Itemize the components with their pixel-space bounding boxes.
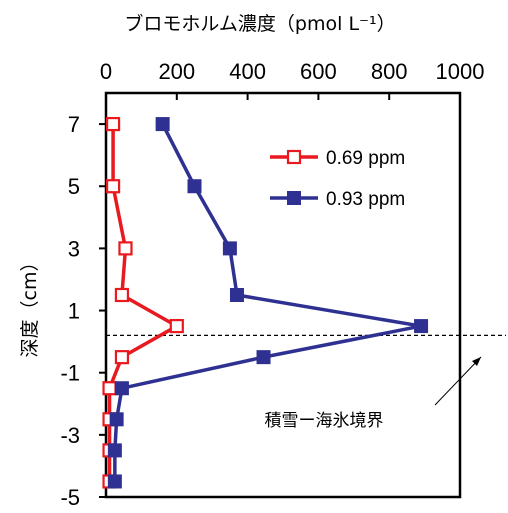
boundary-annotation-label: 積雪ー海氷境界 bbox=[265, 411, 384, 431]
plot-frame bbox=[104, 91, 462, 499]
y-tick-label: -3 bbox=[60, 423, 80, 448]
series-1-point bbox=[105, 116, 121, 132]
series-line-2 bbox=[113, 123, 422, 482]
boundary-annotation-arrow bbox=[434, 356, 482, 406]
series-2-point bbox=[109, 412, 124, 427]
y-tick-label: -1 bbox=[60, 361, 80, 386]
legend-label-2: 0.93 ppm bbox=[326, 189, 405, 210]
series-1-point bbox=[118, 241, 133, 256]
y-tick-label: 1 bbox=[68, 299, 80, 324]
series-2-point bbox=[155, 117, 170, 132]
series-2-point bbox=[107, 474, 122, 489]
y-tick-label: -5 bbox=[60, 485, 80, 510]
series-2-point bbox=[114, 381, 129, 396]
series-2-point bbox=[414, 319, 429, 334]
plot-area: 0 200 400 600 800 1000 7 5 3 1 -1 -3 -5 積雪ー海氷境界 0.69 p… bbox=[60, 59, 506, 510]
x-tick-label: 0 bbox=[100, 59, 112, 84]
legend-label-1: 0.69 ppm bbox=[326, 148, 405, 169]
series-2-point bbox=[222, 241, 237, 256]
chart-title: ブロモホルム濃度（pmol L⁻¹） bbox=[124, 12, 395, 35]
series-1-point bbox=[102, 381, 117, 396]
y-tick-label: 7 bbox=[68, 112, 80, 137]
x-tick-label: 800 bbox=[371, 59, 408, 84]
series-2-point bbox=[187, 179, 202, 194]
y-tick-label: 3 bbox=[68, 236, 80, 261]
series-1-point bbox=[114, 350, 130, 365]
series-2-point bbox=[107, 443, 122, 458]
series-1-point bbox=[114, 287, 130, 303]
x-tick-label: 200 bbox=[158, 59, 195, 84]
y-tick-label: 5 bbox=[68, 174, 80, 199]
legend-marker-1 bbox=[286, 149, 302, 165]
y-axis-label: 深度（cm） bbox=[19, 253, 41, 358]
x-tick-label: 600 bbox=[300, 59, 337, 84]
series-2-point bbox=[229, 288, 244, 302]
series-1-point bbox=[169, 318, 184, 334]
series-2-point bbox=[256, 350, 271, 365]
legend-marker-2 bbox=[287, 191, 301, 205]
boundary-annotation-arrowhead bbox=[472, 357, 481, 366]
x-tick-label: 1000 bbox=[436, 59, 485, 84]
series-line-1 bbox=[107, 124, 181, 482]
x-tick-label: 400 bbox=[229, 59, 266, 84]
series-1-point bbox=[105, 179, 121, 194]
